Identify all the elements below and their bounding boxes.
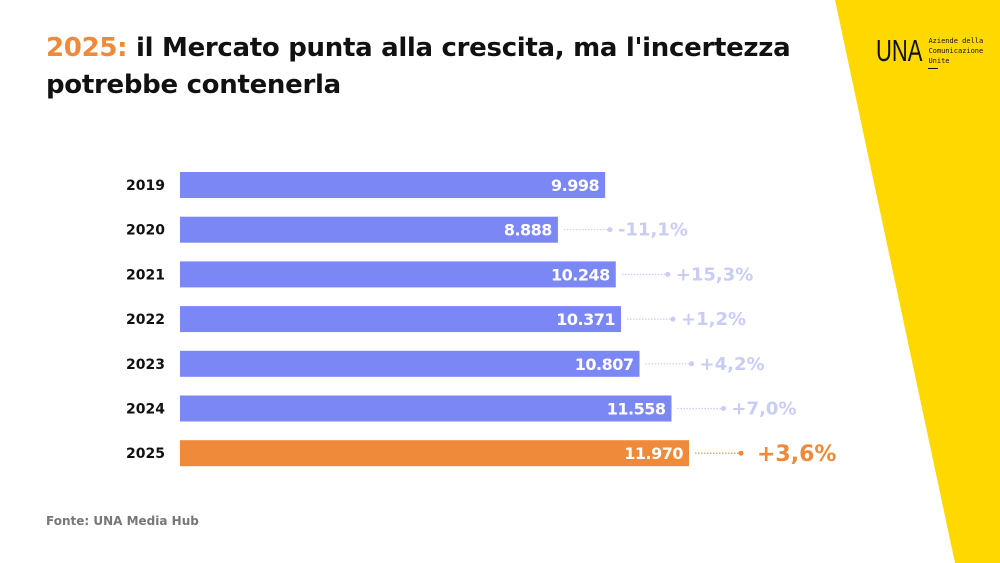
- connector-dot: [665, 271, 671, 277]
- value-label: 8.888: [504, 221, 552, 240]
- change-label: +7,0%: [731, 399, 796, 420]
- title-year: 2025:: [46, 33, 128, 63]
- logo-mark: UNA: [876, 33, 923, 69]
- logo-line-3: Unite: [928, 57, 950, 65]
- logo-line-1: Aziende della: [928, 37, 984, 45]
- connector-dot: [720, 406, 726, 411]
- title-text: il Mercato punta alla crescita, ma l'inc…: [46, 33, 791, 100]
- value-label: 9.998: [551, 176, 599, 195]
- bar: [180, 306, 622, 333]
- logo-text: Aziende della Comunicazione Unite: [928, 36, 983, 69]
- value-label: 11.558: [607, 400, 666, 419]
- connector-dot: [607, 227, 613, 233]
- bar: [180, 172, 606, 198]
- logo-line-2: Comunicazione: [928, 47, 984, 55]
- category-label: 2024: [126, 402, 165, 418]
- connector-dot: [670, 316, 676, 322]
- bar: [180, 440, 689, 467]
- bar: [180, 261, 616, 288]
- bar: [180, 350, 640, 377]
- bar: [180, 216, 558, 243]
- category-label: 2021: [126, 267, 165, 283]
- value-label: 10.248: [551, 265, 610, 284]
- change-label: +4,2%: [700, 354, 765, 375]
- page-title: 2025: il Mercato punta alla crescita, ma…: [46, 30, 836, 104]
- source-note: Fonte: UNA Media Hub: [46, 514, 199, 528]
- value-label: 11.970: [624, 444, 683, 463]
- change-label: -11,1%: [618, 220, 688, 241]
- una-logo: UNA Aziende della Comunicazione Unite: [876, 33, 983, 69]
- category-label: 2020: [126, 223, 165, 239]
- bar: [180, 395, 672, 422]
- category-label: 2023: [126, 357, 165, 373]
- value-label: 10.807: [575, 355, 634, 374]
- change-label: +3,6%: [757, 442, 836, 467]
- change-label: +15,3%: [676, 264, 754, 285]
- category-label: 2022: [126, 312, 165, 328]
- value-label: 10.371: [556, 310, 615, 329]
- category-label: 2025: [126, 446, 165, 462]
- connector-dot: [689, 361, 695, 367]
- connector-dot: [738, 450, 744, 456]
- change-label: +1,2%: [681, 309, 746, 330]
- category-label: 2019: [126, 178, 165, 194]
- logo-underline: [928, 68, 939, 69]
